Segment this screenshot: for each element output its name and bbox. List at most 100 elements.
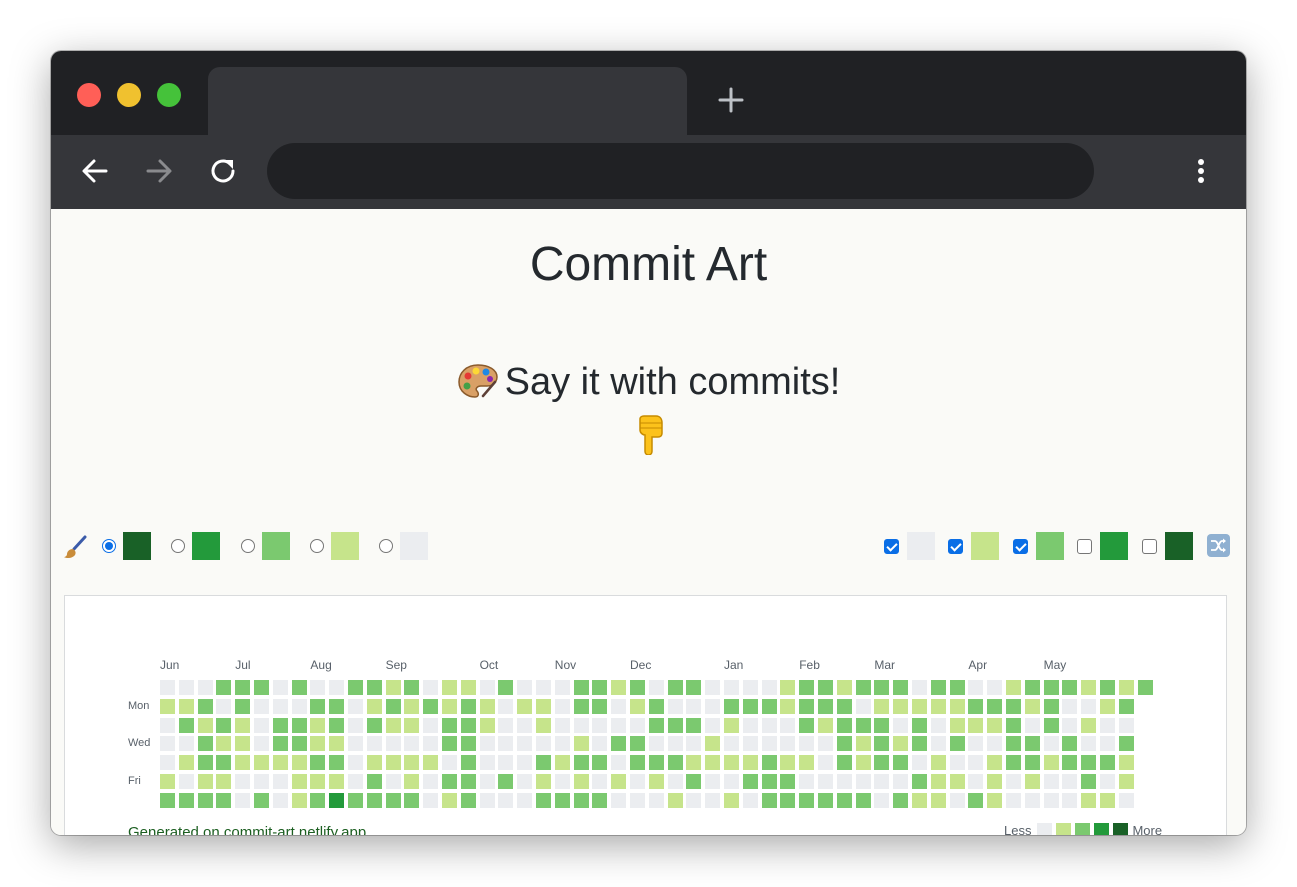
- contribution-cell[interactable]: [554, 680, 570, 695]
- contribution-cell[interactable]: [1062, 717, 1078, 733]
- contribution-cell[interactable]: [780, 755, 796, 771]
- contribution-cell[interactable]: [949, 717, 965, 733]
- contribution-cell[interactable]: [686, 717, 702, 733]
- contribution-cell[interactable]: [1081, 698, 1097, 714]
- contribution-cell[interactable]: [648, 698, 664, 714]
- contribution-cell[interactable]: [780, 792, 796, 808]
- contribution-cell[interactable]: [442, 792, 457, 808]
- random-option-level4[interactable]: [1142, 532, 1193, 560]
- contribution-cell[interactable]: [178, 774, 194, 789]
- brush-swatch-level0[interactable]: [400, 532, 428, 560]
- contribution-cell[interactable]: [423, 680, 439, 695]
- contribution-cell[interactable]: [968, 680, 984, 695]
- contribution-cell[interactable]: [1043, 755, 1059, 771]
- contribution-cell[interactable]: [742, 755, 758, 771]
- contribution-cell[interactable]: [611, 680, 627, 695]
- contribution-cell[interactable]: [329, 755, 345, 771]
- contribution-cell[interactable]: [1006, 680, 1021, 695]
- contribution-cell[interactable]: [1062, 698, 1078, 714]
- contribution-cell[interactable]: [404, 680, 420, 695]
- contribution-cell[interactable]: [329, 792, 345, 808]
- contribution-cell[interactable]: [254, 774, 269, 789]
- reload-button[interactable]: [205, 153, 241, 189]
- contribution-cell[interactable]: [742, 736, 758, 752]
- contribution-cell[interactable]: [498, 717, 514, 733]
- contribution-cell[interactable]: [968, 698, 984, 714]
- contribution-cell[interactable]: [498, 680, 514, 695]
- contribution-cell[interactable]: [874, 755, 890, 771]
- contribution-cell[interactable]: [705, 680, 721, 695]
- contribution-cell[interactable]: [479, 792, 495, 808]
- contribution-cell[interactable]: [987, 736, 1003, 752]
- random-checkbox-level3[interactable]: [1077, 538, 1092, 554]
- contribution-cell[interactable]: [329, 698, 345, 714]
- new-tab-button[interactable]: [716, 85, 746, 115]
- contribution-cell[interactable]: [592, 698, 608, 714]
- contribution-cell[interactable]: [423, 755, 439, 771]
- contribution-cell[interactable]: [648, 755, 664, 771]
- contribution-cell[interactable]: [498, 792, 514, 808]
- random-checkbox-level1[interactable]: [948, 538, 963, 554]
- contribution-cell[interactable]: [517, 717, 533, 733]
- contribution-cell[interactable]: [648, 736, 664, 752]
- close-window-button[interactable]: [77, 83, 101, 107]
- contribution-cell[interactable]: [1062, 792, 1078, 808]
- contribution-cell[interactable]: [1043, 736, 1059, 752]
- contribution-cell[interactable]: [592, 755, 608, 771]
- contribution-cell[interactable]: [216, 698, 232, 714]
- contribution-cell[interactable]: [254, 717, 269, 733]
- contribution-cell[interactable]: [836, 680, 852, 695]
- contribution-cell[interactable]: [968, 792, 984, 808]
- contribution-cell[interactable]: [930, 736, 946, 752]
- contribution-cell[interactable]: [366, 698, 382, 714]
- contribution-cell[interactable]: [648, 680, 664, 695]
- contribution-cell[interactable]: [1081, 717, 1097, 733]
- contribution-cell[interactable]: [1024, 736, 1040, 752]
- contribution-cell[interactable]: [235, 717, 251, 733]
- contribution-cell[interactable]: [442, 717, 457, 733]
- contribution-cell[interactable]: [855, 680, 871, 695]
- contribution-cell[interactable]: [178, 736, 194, 752]
- contribution-cell[interactable]: [460, 717, 476, 733]
- contribution-cell[interactable]: [517, 698, 533, 714]
- contribution-cell[interactable]: [197, 680, 213, 695]
- contribution-cell[interactable]: [329, 680, 345, 695]
- contribution-cell[interactable]: [592, 774, 608, 789]
- contribution-cell[interactable]: [178, 698, 194, 714]
- contribution-cell[interactable]: [724, 736, 739, 752]
- contribution-cell[interactable]: [761, 736, 777, 752]
- contribution-cell[interactable]: [1118, 755, 1134, 771]
- back-button[interactable]: [77, 153, 113, 189]
- contribution-cell[interactable]: [761, 680, 777, 695]
- contribution-cell[interactable]: [1118, 792, 1134, 808]
- contribution-cell[interactable]: [667, 792, 683, 808]
- brush-option-level3[interactable]: [171, 532, 220, 560]
- contribution-cell[interactable]: [536, 698, 551, 714]
- contribution-cell[interactable]: [348, 736, 363, 752]
- contribution-cell[interactable]: [724, 755, 739, 771]
- contribution-cell[interactable]: [893, 736, 909, 752]
- contribution-cell[interactable]: [912, 755, 927, 771]
- contribution-cell[interactable]: [254, 792, 269, 808]
- contribution-cell[interactable]: [197, 774, 213, 789]
- contribution-cell[interactable]: [1100, 755, 1115, 771]
- contribution-cell[interactable]: [479, 774, 495, 789]
- contribution-cell[interactable]: [724, 792, 739, 808]
- contribution-cell[interactable]: [366, 774, 382, 789]
- contribution-cell[interactable]: [592, 792, 608, 808]
- brush-swatch-level1[interactable]: [331, 532, 359, 560]
- contribution-cell[interactable]: [291, 774, 307, 789]
- contribution-cell[interactable]: [197, 792, 213, 808]
- contribution-cell[interactable]: [799, 736, 815, 752]
- contribution-cell[interactable]: [724, 717, 739, 733]
- contribution-cell[interactable]: [272, 736, 288, 752]
- contribution-cell[interactable]: [742, 792, 758, 808]
- contribution-cell[interactable]: [667, 736, 683, 752]
- contribution-cell[interactable]: [310, 774, 326, 789]
- contribution-cell[interactable]: [1062, 774, 1078, 789]
- contribution-cell[interactable]: [818, 680, 833, 695]
- contribution-cell[interactable]: [1024, 792, 1040, 808]
- contribution-cell[interactable]: [836, 698, 852, 714]
- contribution-cell[interactable]: [987, 755, 1003, 771]
- contribution-cell[interactable]: [160, 736, 175, 752]
